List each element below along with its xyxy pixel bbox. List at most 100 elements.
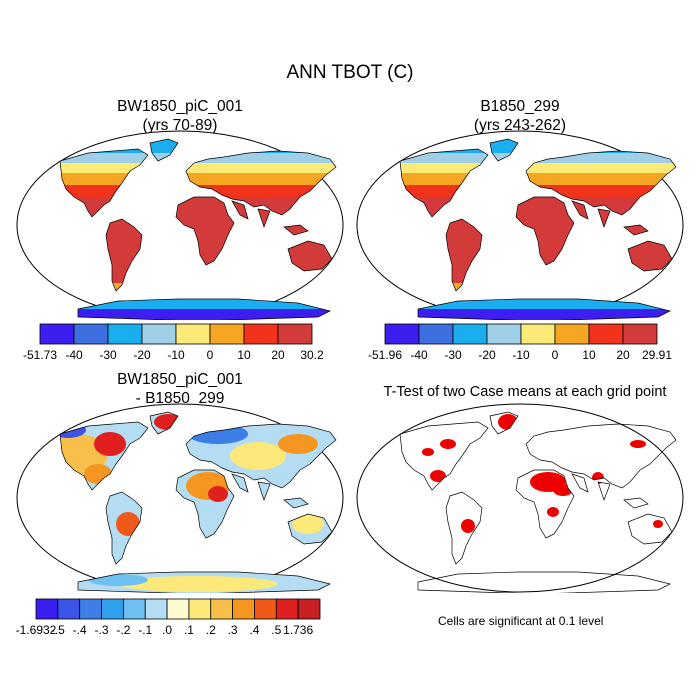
temperature-band xyxy=(400,309,676,320)
coastline xyxy=(257,481,271,502)
significant-cell xyxy=(422,448,434,456)
colorbar-label: 10 xyxy=(237,348,251,362)
coastline xyxy=(149,411,179,435)
colorbar-label: -40 xyxy=(65,348,83,362)
anomaly-patch xyxy=(116,512,140,536)
colorbar-label: 20 xyxy=(616,348,630,362)
coastline xyxy=(185,150,337,216)
colorbar-box xyxy=(107,323,143,345)
significant-cell xyxy=(630,440,646,448)
coastline xyxy=(283,224,309,236)
anomaly-patch xyxy=(278,434,318,454)
coastline xyxy=(231,473,249,493)
colorbar-box xyxy=(232,598,255,620)
colorbar-diff: -1.6932-.5 -.4 -.3 -.2 -.1 .0 .1 .2 .3 .4 .5 1.736 xyxy=(16,598,321,637)
colorbar-box xyxy=(452,323,488,345)
colorbar-box xyxy=(188,598,212,620)
colorbar-box xyxy=(175,323,211,345)
coastline xyxy=(489,411,519,435)
coastline xyxy=(417,298,672,320)
colorbar-box xyxy=(520,323,556,345)
colorbar-label: -1.6932 xyxy=(16,623,57,637)
colorbar-label: -40 xyxy=(410,348,428,362)
panel-title-case1: BW1850_piC_001 (yrs 70-89) xyxy=(60,97,300,135)
map-projection xyxy=(16,130,344,320)
coastline xyxy=(399,148,489,218)
anomaly-patch xyxy=(118,576,278,592)
colorbar-label: 30.2 xyxy=(300,348,324,362)
colorbar-box xyxy=(122,598,146,620)
colorbar-box xyxy=(101,598,124,620)
colorbar-box xyxy=(210,598,234,620)
coastline xyxy=(515,469,575,539)
colorbar-label: -.1 xyxy=(138,623,152,637)
colorbar-label: 0 xyxy=(552,348,559,362)
map-border xyxy=(356,403,684,593)
colorbar-box xyxy=(166,598,190,620)
colorbar-box xyxy=(588,323,624,345)
colorbar-box xyxy=(209,323,245,345)
panel-title-diff-line1: BW1850_piC_001 xyxy=(117,371,243,388)
colorbar-box xyxy=(39,323,75,345)
colorbar-label: -.5 xyxy=(51,623,65,637)
colorbar-label: .1 xyxy=(184,623,194,637)
land-fill xyxy=(422,414,663,533)
colorbar-label: -51.73 xyxy=(23,348,57,362)
colorbar-label: .3 xyxy=(228,623,238,637)
colorbar-label: .5 xyxy=(271,623,281,637)
map-ttest xyxy=(356,403,684,593)
colorbar-label: .2 xyxy=(206,623,216,637)
coastline xyxy=(77,298,332,320)
map-case2 xyxy=(356,130,684,320)
colorbar-label: 10 xyxy=(582,348,596,362)
panel-title-case2-line2: (yrs 243-262) xyxy=(473,117,567,134)
coastline xyxy=(287,240,333,272)
coastline xyxy=(445,218,483,292)
anomaly-patch xyxy=(230,442,286,470)
colorbar-case2: -51.96 -40 -30 -20 -10 0 10 20 29.91 xyxy=(368,323,672,362)
coastline xyxy=(105,491,143,565)
significant-cell xyxy=(547,507,559,517)
colorbar-box xyxy=(384,323,420,345)
coastline xyxy=(77,571,332,593)
colorbar-label: -30 xyxy=(99,348,117,362)
ttest-note: Cells are significant at 0.1 level xyxy=(438,614,604,628)
colorbar-box xyxy=(486,323,522,345)
coastline xyxy=(231,200,249,220)
coastline xyxy=(571,200,589,220)
coastline xyxy=(105,218,143,292)
colorbar-label: -30 xyxy=(444,348,462,362)
colorbar-box xyxy=(243,323,279,345)
coastline xyxy=(623,497,649,509)
coastline xyxy=(175,196,235,266)
coastline xyxy=(597,208,611,229)
colorbar-label: -.4 xyxy=(73,623,87,637)
coastline xyxy=(175,469,235,539)
colorbar-box xyxy=(297,598,321,620)
colorbar-box xyxy=(144,598,168,620)
colorbar-box xyxy=(275,598,299,620)
panel-title-ttest: T-Test of two Case means at each grid po… xyxy=(383,384,667,400)
coastline xyxy=(185,423,337,489)
temperature-band xyxy=(400,163,676,173)
coastline xyxy=(59,421,149,491)
coastline xyxy=(287,513,333,545)
coastline xyxy=(627,240,673,272)
colorbar-label: 0 xyxy=(207,348,214,362)
colorbar-label: -.3 xyxy=(95,623,109,637)
map-projection xyxy=(356,130,684,320)
colorbar-label: .4 xyxy=(249,623,259,637)
coastline xyxy=(417,571,672,593)
temperature-band xyxy=(60,299,336,309)
significant-cell xyxy=(653,520,663,528)
temperature-band xyxy=(60,309,336,320)
colorbar-label: -20 xyxy=(478,348,496,362)
temperature-band xyxy=(400,299,676,309)
colorbar-box xyxy=(418,323,454,345)
colorbar-box xyxy=(254,598,277,620)
coastline xyxy=(515,196,575,266)
colorbar-label: .0 xyxy=(162,623,172,637)
significant-cell xyxy=(430,470,446,482)
map-case1 xyxy=(16,130,344,320)
colorbar-label: -20 xyxy=(133,348,151,362)
